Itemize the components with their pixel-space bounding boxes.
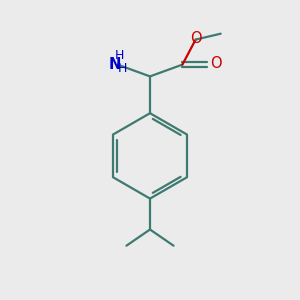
Text: O: O xyxy=(210,56,221,70)
Text: O: O xyxy=(190,31,202,46)
Text: H: H xyxy=(114,49,124,62)
Text: H: H xyxy=(118,61,128,75)
Text: N: N xyxy=(109,56,121,71)
